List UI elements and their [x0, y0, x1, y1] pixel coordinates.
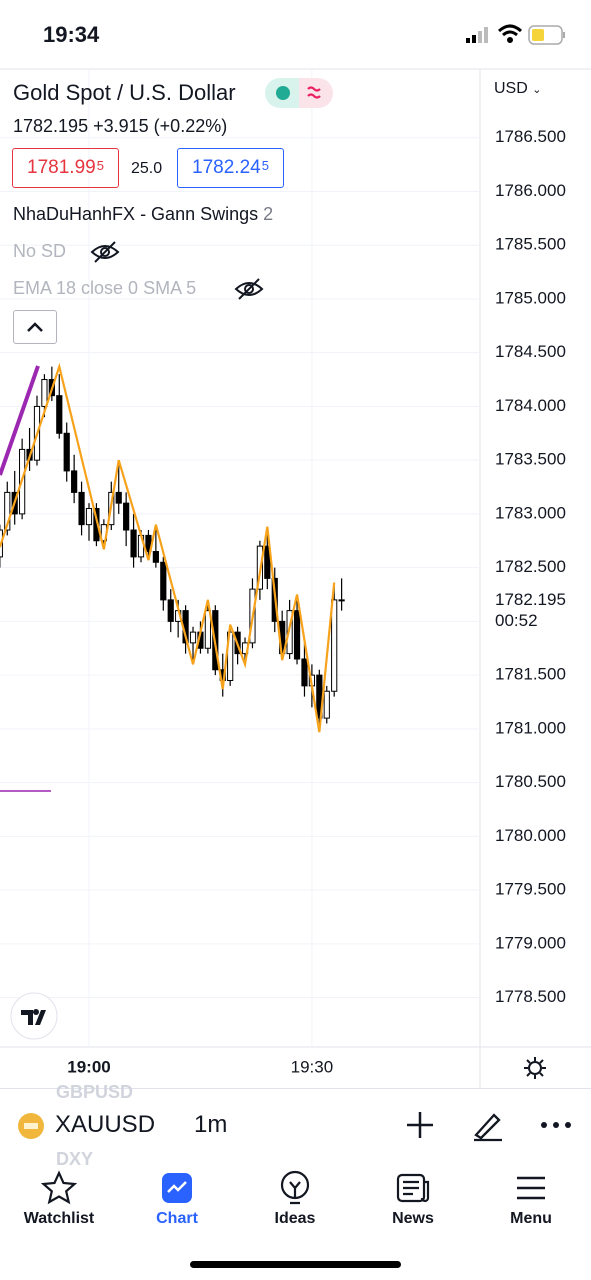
symbol[interactable]: XAUUSD	[55, 1111, 156, 1138]
y-tick-label: 1783.500	[495, 450, 566, 469]
candle-body	[331, 599, 338, 692]
indicator[interactable]: NhaDuHanhFX - Gann Swings 2	[13, 204, 273, 225]
last-price-tag	[481, 588, 591, 633]
candle-body	[63, 432, 70, 472]
last-price-label: 1782.195	[495, 590, 566, 609]
next-symbol: DXY	[56, 1149, 94, 1169]
tab-label: News	[392, 1210, 434, 1227]
y-tick-label: 1778.500	[495, 987, 566, 1006]
indicator-name: No SD	[13, 241, 67, 261]
candle-body	[130, 529, 137, 558]
candle-body	[264, 545, 271, 579]
tab[interactable]: Ideas	[236, 1170, 354, 1228]
bid-pip: 5	[96, 157, 104, 173]
tab[interactable]: Watchlist	[0, 1170, 118, 1228]
candle-body	[293, 610, 301, 660]
y-tick-label: 1783.000	[495, 503, 566, 522]
tab-label: Ideas	[274, 1210, 316, 1227]
tradingview-logo[interactable]	[10, 992, 58, 1040]
candle-body	[301, 658, 308, 687]
home-indicator	[190, 1261, 401, 1268]
x-tick-label: 19:30	[291, 1057, 334, 1076]
more-button[interactable]	[540, 1115, 572, 1135]
bid: 1781.99	[27, 157, 96, 178]
trend-line	[0, 365, 40, 476]
interval[interactable]: 1m	[194, 1111, 228, 1138]
spread: 25.0	[131, 160, 163, 177]
candle-body	[41, 379, 48, 407]
draw-button[interactable]	[470, 1107, 506, 1143]
hidden-icon[interactable]	[234, 277, 264, 301]
indicator-name: NhaDuHanhFX - Gann Swings	[13, 204, 259, 224]
candle-body	[71, 470, 78, 493]
y-tick-label: 1784.500	[495, 342, 566, 361]
x-tick-label: 19:00	[67, 1057, 110, 1076]
tab[interactable]: Menu	[472, 1170, 590, 1228]
candle-body	[152, 551, 159, 563]
y-tick-label: 1779.000	[495, 933, 566, 952]
y-tick-label: 1782.500	[495, 557, 566, 576]
candle-body	[78, 491, 85, 526]
hidden-icon[interactable]	[90, 240, 120, 264]
change-percent: (+0.22%)	[153, 116, 228, 136]
indicator[interactable]: EMA 18 close 0 SMA 5	[13, 278, 196, 299]
change: +3.915	[93, 116, 149, 136]
ask-pip: 5	[261, 157, 269, 173]
y-tick-label: 1780.500	[495, 772, 566, 791]
last-price: 1782.195	[13, 116, 89, 136]
gann-swing-line	[0, 362, 336, 733]
toolbar: GBPUSD DXY XAUUSD 1m	[0, 1082, 591, 1169]
candle-body	[115, 491, 122, 504]
currency: USD	[494, 80, 528, 97]
ask: 1782.24	[192, 157, 261, 178]
status-time: 19:34	[43, 22, 100, 47]
y-tick-label: 1784.000	[495, 396, 566, 415]
settings-icon[interactable]	[524, 1057, 546, 1079]
countdown: 00:52	[495, 611, 538, 630]
y-tick-label: 1781.000	[495, 718, 566, 737]
tab-label: Watchlist	[23, 1210, 95, 1227]
y-tick-label: 1781.500	[495, 665, 566, 684]
candles	[0, 362, 345, 733]
tab[interactable]: Chart	[118, 1170, 236, 1228]
chart: 1786.500 1786.000 1785.500 1785.000 1784.500…	[0, 24, 591, 1088]
candle-body	[56, 395, 63, 434]
tab-label: Menu	[510, 1210, 552, 1227]
candle-body	[85, 508, 93, 526]
candle-body	[123, 502, 130, 531]
candle-body	[4, 491, 11, 531]
tab[interactable]: News	[354, 1170, 472, 1228]
tab-bar: Watchlist Chart Ideas News Menu	[0, 1162, 591, 1280]
currency-select[interactable]: USD ⌄	[494, 80, 542, 97]
sell-button[interactable]: 1781.99 5	[12, 148, 119, 188]
candle-body	[167, 599, 174, 622]
collapse-button[interactable]	[13, 310, 57, 344]
add-button[interactable]	[404, 1109, 436, 1141]
y-tick-label: 1786.500	[495, 127, 566, 146]
status-pill[interactable]	[265, 78, 333, 108]
prev-symbol: GBPUSD	[56, 1082, 134, 1102]
price-line: 1782.195 +3.915 (+0.22%)	[13, 116, 227, 137]
candle-body	[189, 631, 197, 644]
symbol-icon	[18, 1113, 44, 1139]
candle-body	[204, 610, 211, 649]
y-tick-label: 1785.500	[495, 235, 566, 254]
indicator-name: EMA 18 close 0 SMA 5	[13, 278, 197, 298]
y-tick-label: 1786.000	[495, 181, 566, 200]
candle-body	[93, 508, 100, 542]
y-tick-label: 1780.000	[495, 826, 566, 845]
tab-label: Chart	[156, 1210, 198, 1227]
buy-button[interactable]: 1782.24 5	[177, 148, 284, 188]
candle-body	[323, 690, 330, 719]
candle-body	[338, 599, 345, 602]
candle-body	[160, 561, 167, 601]
symbol-title[interactable]: Gold Spot / U.S. Dollar	[13, 80, 236, 105]
y-tick-label: 1785.000	[495, 288, 566, 307]
indicator-param: 2	[263, 204, 274, 224]
status-icons	[466, 24, 565, 45]
indicator[interactable]: No SD	[13, 241, 66, 262]
y-tick-label: 1779.500	[495, 880, 566, 899]
